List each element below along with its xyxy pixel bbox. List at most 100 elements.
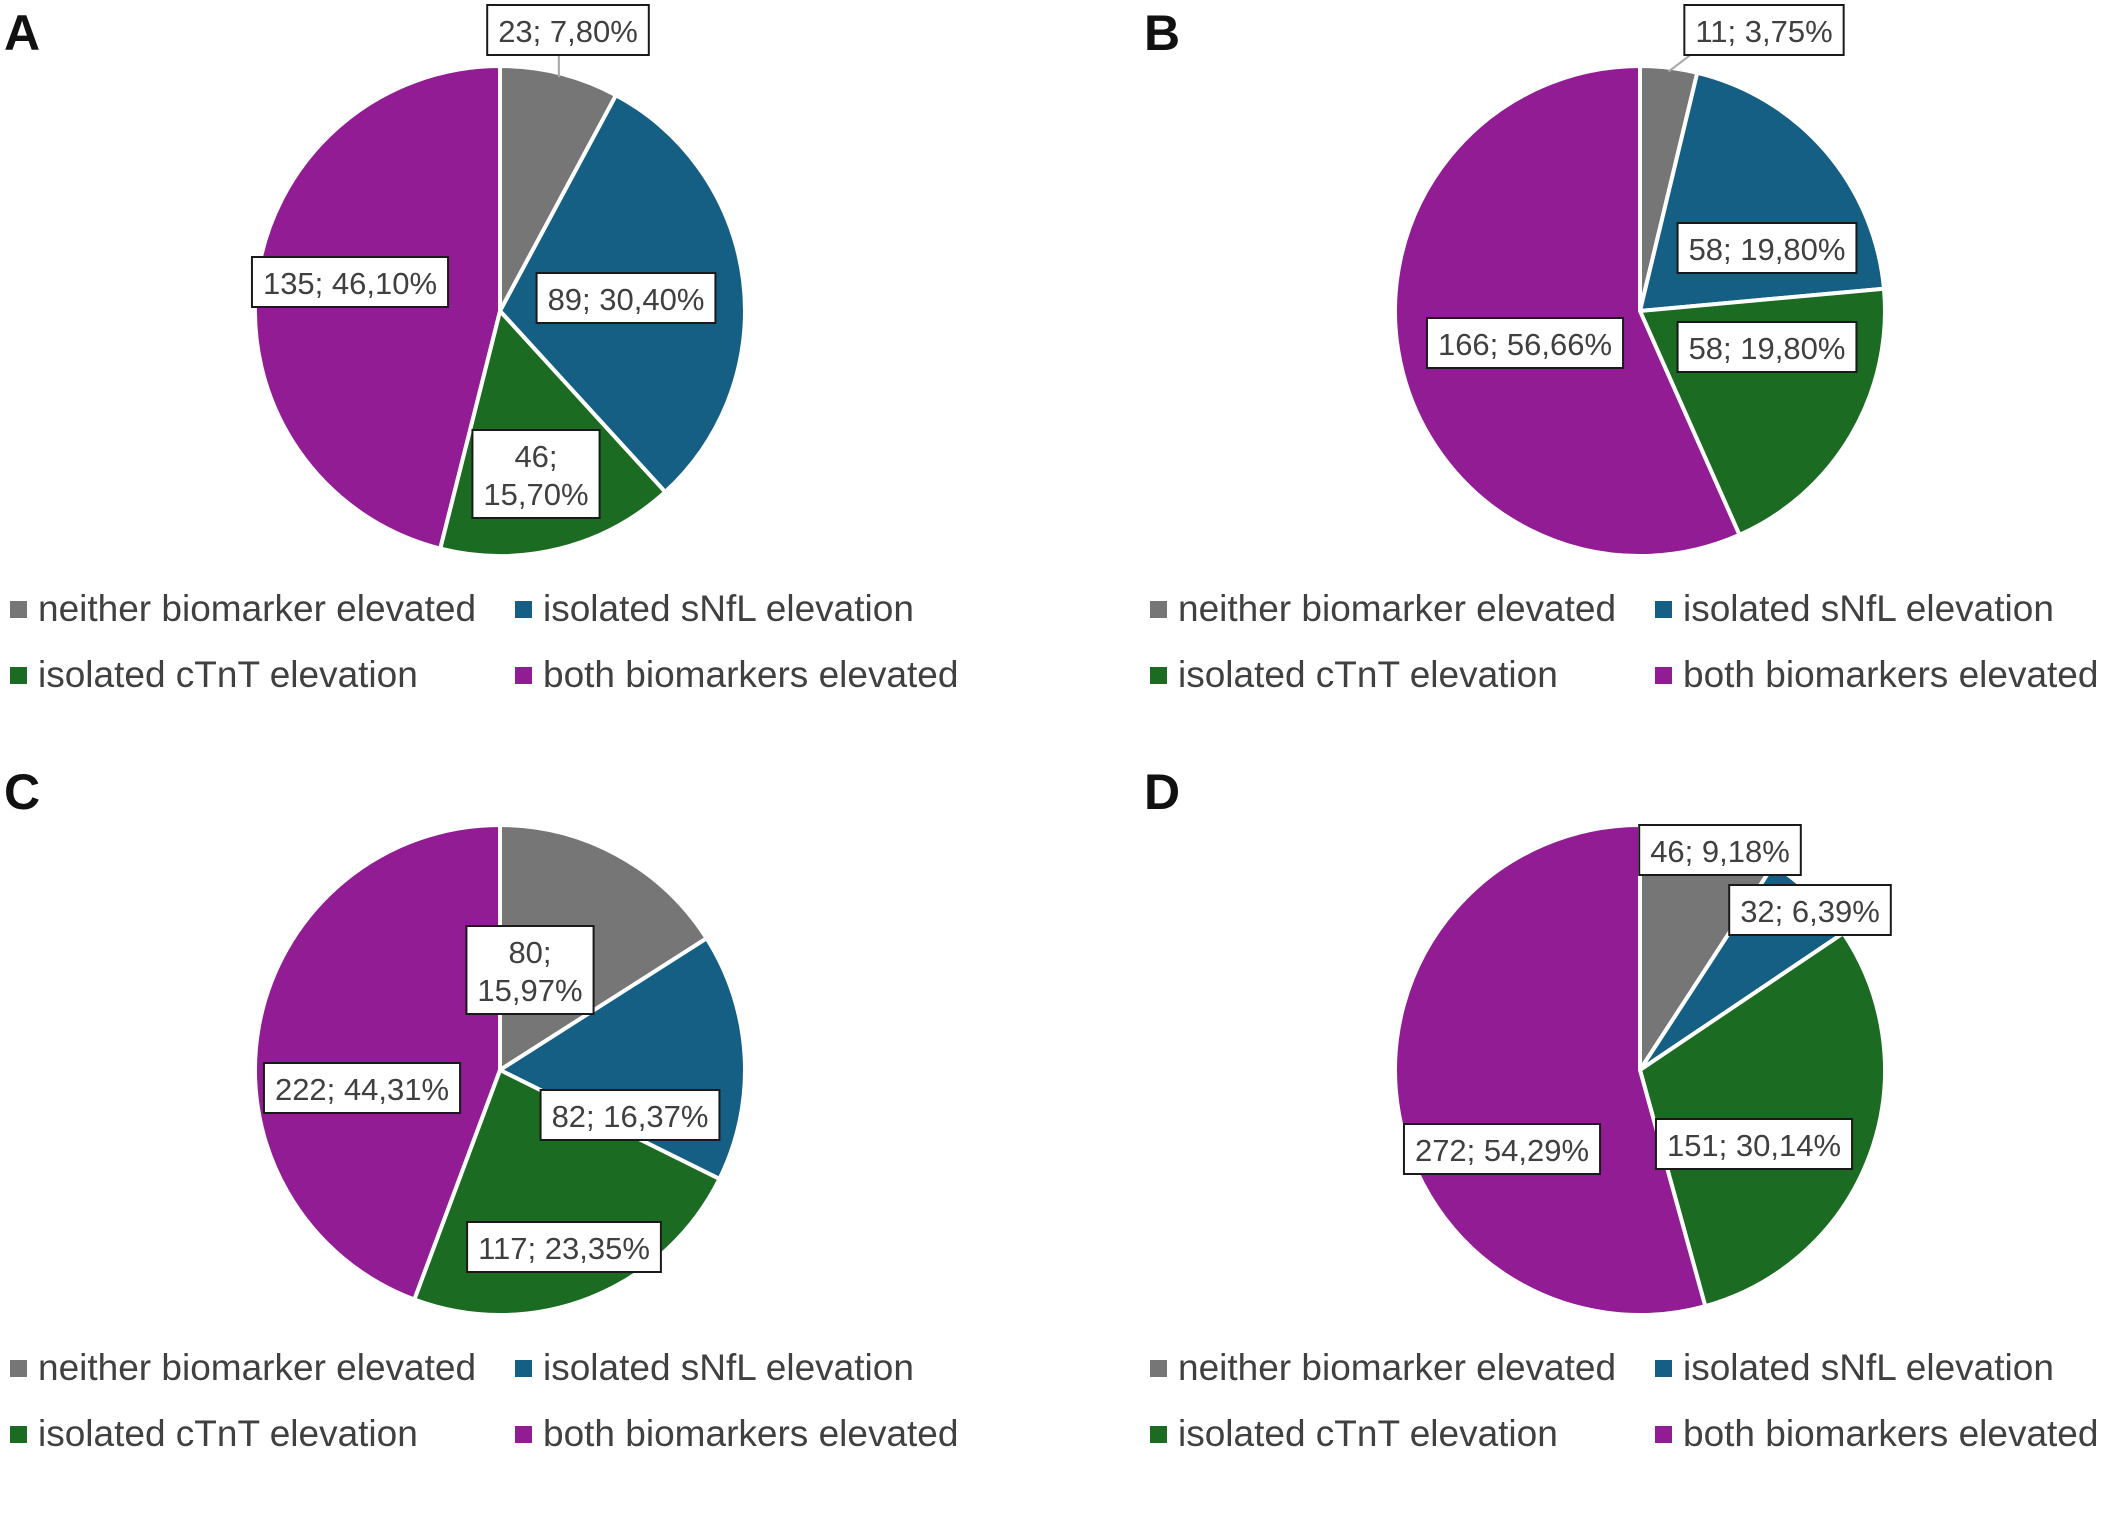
legend-label: neither biomarker elevated (38, 588, 477, 629)
data-label-box (486, 4, 650, 56)
data-label: 11; 3,75% (1667, 4, 1845, 73)
legend-swatch (1150, 600, 1167, 618)
legend-item-both: both biomarkers elevated (1655, 1413, 2098, 1455)
legend-label: neither biomarker elevated (1178, 588, 1617, 629)
legend-item-both: both biomarkers elevated (515, 1413, 958, 1455)
data-label-text: 166; 56,66% (1438, 327, 1612, 362)
data-label-text: 58; 19,80% (1689, 331, 1846, 366)
data-label-box (539, 1089, 721, 1141)
pie-slice-both (1393, 64, 1742, 558)
data-label-text: 11; 3,75% (1695, 14, 1832, 49)
data-label-text: 46; (514, 439, 557, 474)
panel-letter: B (1144, 5, 1181, 61)
legend-swatch (10, 1359, 27, 1377)
pie-chart-b: 11; 3,75% 58; 19,80% 58; 19,80% 166; 56,66% (1393, 4, 1887, 558)
legend-label: both biomarkers elevated (543, 1413, 959, 1454)
data-label-box (262, 1062, 462, 1114)
legend-swatch (10, 666, 27, 684)
legend-item-both: both biomarkers elevated (515, 654, 958, 696)
legend-item-snfl: isolated sNfL elevation (1655, 588, 2054, 630)
data-label: 58; 19,80% (1676, 222, 1858, 274)
data-label: 82; 16,37% (539, 1089, 721, 1141)
pie-chart-d: 46; 9,18% 32; 6,39% 151; 30,14% 272; 54,29% (1393, 823, 1892, 1317)
pie-chart-a: 23; 7,80% 89; 30,40% 46;15,70% 135; 46,10% (250, 4, 747, 558)
data-label-box (250, 256, 450, 308)
legend-item-neither: neither biomarker elevated (10, 1347, 476, 1389)
data-label-text: 80; (508, 935, 551, 970)
legend-item-ctnt: isolated cTnT elevation (10, 1413, 418, 1455)
data-label-box (465, 925, 595, 1015)
legend-item-ctnt: isolated cTnT elevation (1150, 1413, 1558, 1455)
data-label-text: 46; 9,18% (1650, 834, 1790, 869)
data-label: 32; 6,39% (1728, 884, 1892, 936)
data-label: 46; 9,18% (1638, 824, 1802, 876)
panel-letter: A (4, 5, 41, 61)
data-label: 166; 56,66% (1425, 317, 1625, 369)
data-label: 135; 46,10% (250, 256, 450, 308)
legend-item-both: both biomarkers elevated (1655, 654, 2098, 696)
legend-swatch (1150, 1359, 1167, 1377)
legend-label: neither biomarker elevated (1178, 1347, 1617, 1388)
legend-label: isolated cTnT elevation (38, 654, 418, 695)
pie-chart-c: 80;15,97% 82; 16,37% 117; 23,35% 222; 44,31… (252, 823, 748, 1317)
panel-a: A 23; 7,80% 89; 30,40% 46; 15,70% 135; 46,10… (0, 0, 1064, 759)
data-label-text: 23; 7,80% (498, 14, 638, 49)
data-label: 58; 19,80% (1676, 321, 1858, 373)
legend-item-neither: neither biomarker elevated (1150, 1347, 1616, 1389)
data-label-box (471, 429, 601, 519)
data-label: 80;15,97% (465, 925, 595, 1015)
data-label-box (1728, 884, 1892, 936)
data-label-text: 89; 30,40% (548, 282, 705, 317)
legend-label: both biomarkers elevated (1683, 654, 2099, 695)
data-label: 272; 54,29% (1402, 1123, 1602, 1175)
data-label-box (1676, 222, 1858, 274)
legend-item-neither: neither biomarker elevated (1150, 588, 1616, 630)
legend-item-snfl: isolated sNfL elevation (1655, 1347, 2054, 1389)
legend-label: both biomarkers elevated (1683, 1413, 2099, 1454)
legend-item-neither: neither biomarker elevated (10, 588, 476, 630)
panel-d: D 46; 9,18% 32; 6,39% 151; 30,14% 272; 54,2… (1140, 759, 2128, 1518)
legend-label: isolated cTnT elevation (1178, 1413, 1558, 1454)
data-label: 151; 30,14% (1654, 1118, 1854, 1170)
data-label: 89; 30,40% (535, 272, 717, 324)
legend-swatch (10, 600, 27, 618)
legend-label: isolated sNfL elevation (543, 1347, 914, 1388)
data-label: 46;15,70% (471, 429, 601, 519)
data-label-box (1676, 321, 1858, 373)
legend-item-snfl: isolated sNfL elevation (515, 588, 914, 630)
data-label-text: 151; 30,14% (1667, 1128, 1841, 1163)
data-label-text: 58; 19,80% (1689, 232, 1846, 267)
panel-letter: D (1144, 764, 1181, 820)
legend-item-ctnt: isolated cTnT elevation (10, 654, 418, 696)
data-label-box (466, 1221, 662, 1273)
legend-swatch (1150, 1425, 1167, 1443)
data-label-text: 15,97% (477, 973, 582, 1008)
legend-label: both biomarkers elevated (543, 654, 959, 695)
legend-swatch (515, 600, 532, 618)
legend-label: isolated sNfL elevation (1683, 1347, 2054, 1388)
legend-swatch (1150, 666, 1167, 684)
pie-slice-both (1393, 823, 1708, 1317)
leader-line (1667, 54, 1691, 73)
data-label: 222; 44,31% (262, 1062, 462, 1114)
legend-item-snfl: isolated sNfL elevation (515, 1347, 914, 1389)
panel-letter: C (4, 764, 41, 820)
legend-label: isolated sNfL elevation (543, 588, 914, 629)
data-label-text: 272; 54,29% (1415, 1133, 1589, 1168)
legend-label: isolated cTnT elevation (38, 1413, 418, 1454)
legend-item-ctnt: isolated cTnT elevation (1150, 654, 1558, 696)
data-label-box (1425, 317, 1625, 369)
data-label-text: 117; 23,35% (478, 1231, 650, 1266)
data-label-text: 135; 46,10% (263, 266, 437, 301)
legend-swatch (10, 1425, 27, 1443)
legend-swatch (515, 1359, 532, 1377)
panel-b: B 11; 3,75% 58; 19,80% 58; 19,80% 166; 56,6… (1140, 0, 2128, 759)
legend-label: neither biomarker elevated (38, 1347, 477, 1388)
legend-swatch (1655, 666, 1672, 684)
data-label-text: 15,70% (483, 477, 588, 512)
data-label-box (1402, 1123, 1602, 1175)
legend-swatch (1655, 1425, 1672, 1443)
data-label-box (1683, 4, 1845, 56)
legend-swatch (1655, 600, 1672, 618)
panel-c: C 80; 15,97% 82; 16,37% 117; 23,35% 222; 44,… (0, 759, 1064, 1518)
